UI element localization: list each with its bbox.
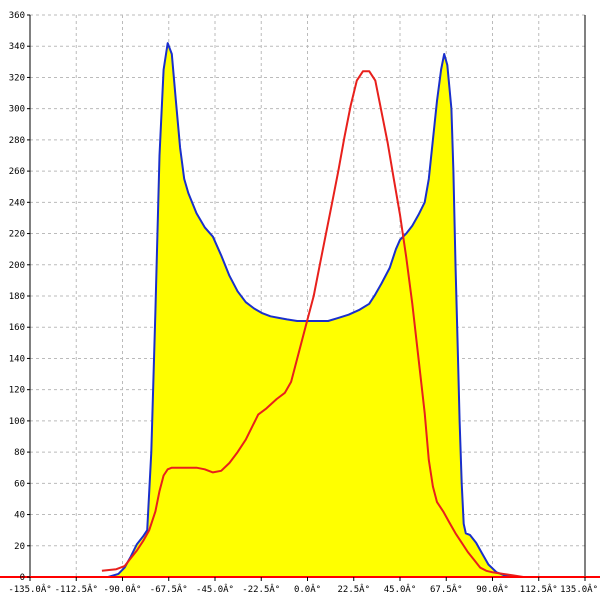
y-tick-label-5: 100 xyxy=(9,417,25,427)
x-tick-label-2: -90.0Â° xyxy=(104,583,142,595)
x-tick-label-10: 90.0Â° xyxy=(476,583,509,595)
y-tick-label-2: 40 xyxy=(14,511,25,521)
x-tick-label-4: -45.0Â° xyxy=(196,583,234,595)
x-tick-label-7: 22.5Â° xyxy=(337,583,370,595)
x-tick-label-6: 0.0Â° xyxy=(294,583,321,595)
y-tick-label-17: 340 xyxy=(9,42,25,52)
y-tick-label-11: 220 xyxy=(9,230,25,240)
series-red-line xyxy=(101,70,524,578)
y-tick-label-3: 60 xyxy=(14,479,25,489)
y-tick-label-6: 120 xyxy=(9,386,25,396)
y-tick-label-9: 180 xyxy=(9,292,25,302)
x-tick-label-8: 45.0Â° xyxy=(384,583,417,595)
y-tick-label-8: 160 xyxy=(9,323,25,333)
y-tick-label-0: 0 xyxy=(20,573,25,583)
x-tick-label-5: -22.5Â° xyxy=(242,583,280,595)
y-tick-label-13: 260 xyxy=(9,167,25,177)
y-tick-label-1: 20 xyxy=(14,542,25,552)
y-tick-label-15: 300 xyxy=(9,105,25,115)
series-blue-area xyxy=(108,43,514,578)
y-tick-label-14: 280 xyxy=(9,136,25,146)
x-tick-label-3: -67.5Â° xyxy=(150,583,188,595)
y-tick-label-16: 320 xyxy=(9,73,25,83)
x-tick-label-9: 67.5Â° xyxy=(430,583,463,595)
x-tick-label-0: -135.0Â° xyxy=(8,583,51,595)
tick-labels: 0 20 40 60 80 100 120 140 160 180 200 220 240 260 280 3… xyxy=(8,11,598,595)
x-tick-label-11: 112.5Â° xyxy=(520,583,558,595)
x-tick-label-12: 135.0Â° xyxy=(560,583,598,595)
x-tick-label-1: -112.5Â° xyxy=(55,583,98,595)
y-tick-label-12: 240 xyxy=(9,198,25,208)
y-tick-label-10: 200 xyxy=(9,261,25,271)
series-layer xyxy=(101,42,524,578)
y-tick-label-4: 80 xyxy=(14,448,25,458)
y-tick-label-7: 140 xyxy=(9,354,25,364)
series-blue-line xyxy=(107,42,514,578)
y-tick-label-18: 360 xyxy=(9,11,25,21)
